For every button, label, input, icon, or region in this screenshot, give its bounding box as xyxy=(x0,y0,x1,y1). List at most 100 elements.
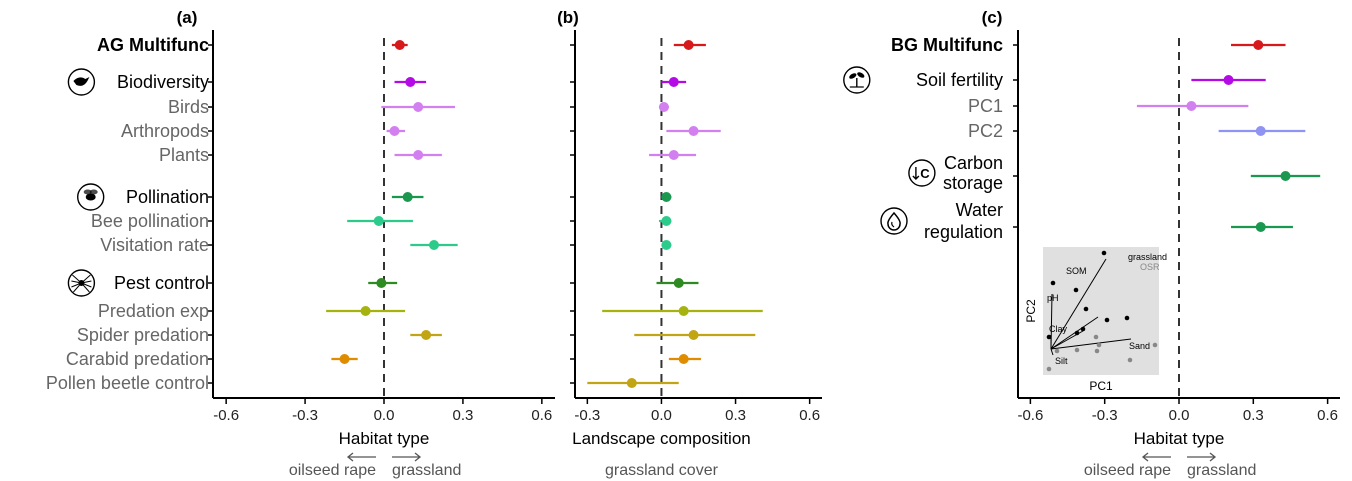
direction-left-label: oilseed rape xyxy=(1084,462,1171,479)
inset-point-grassland xyxy=(1050,280,1056,286)
row-label: Predation exp xyxy=(98,301,209,321)
row-label: Birds xyxy=(168,97,209,117)
x-tick-label: 0.6 xyxy=(1317,407,1338,424)
point-estimate xyxy=(658,102,669,112)
row-label: Carbon xyxy=(944,153,1003,173)
point-estimate xyxy=(688,126,699,136)
inset-point-grassland xyxy=(1083,306,1089,312)
carbon-letter: C xyxy=(920,166,930,181)
direction-right-label: grassland cover xyxy=(605,462,719,479)
row-label: Soil fertility xyxy=(916,70,1003,90)
inset-x-label: PC1 xyxy=(1089,379,1113,393)
inset-legend-osr: OSR xyxy=(1140,262,1160,272)
row-label: Spider predation xyxy=(77,325,209,345)
point-estimate xyxy=(668,150,679,160)
point-estimate xyxy=(373,216,384,226)
panel-label: (a) xyxy=(177,8,198,27)
spider-leg xyxy=(73,282,82,293)
panel-2: (c) -0.6 -0.3 0.0 0.3 0.6 Habitat type oilseed … xyxy=(843,8,1340,479)
water-drop-shape xyxy=(887,211,901,231)
direction-left-arrow xyxy=(1141,452,1171,462)
inset-point-osr xyxy=(1094,348,1100,354)
inset-point-grassland xyxy=(1104,317,1110,323)
inset-point-grassland xyxy=(1124,315,1130,321)
spider-leg xyxy=(72,274,82,284)
row-label: Biodiversity xyxy=(117,72,209,92)
inset-point-osr xyxy=(1054,348,1060,354)
spider-leg xyxy=(81,280,92,284)
inset-vector-label: Silt xyxy=(1055,356,1068,366)
x-tick-label: 0.0 xyxy=(374,407,395,424)
panel-label: (b) xyxy=(557,8,579,27)
carbon-icon xyxy=(908,159,936,187)
x-tick-label: 0.0 xyxy=(1169,407,1190,424)
x-tick-label: -0.6 xyxy=(213,407,239,424)
direction-right-label: grassland xyxy=(392,462,461,479)
inset-vector xyxy=(1050,316,1099,350)
row-label: Bee pollination xyxy=(91,211,209,231)
inset-vector-label: Sand xyxy=(1129,341,1150,351)
point-estimate xyxy=(1253,40,1264,50)
point-estimate xyxy=(673,278,684,288)
direction-left-arrow xyxy=(346,452,376,462)
point-estimate xyxy=(678,306,689,316)
bee-wing xyxy=(83,189,92,195)
row-label: Visitation rate xyxy=(100,235,209,255)
point-estimate xyxy=(661,216,672,226)
direction-right-arrow xyxy=(1187,452,1217,462)
spider-leg xyxy=(71,282,82,288)
point-estimate xyxy=(402,192,413,202)
point-estimate xyxy=(661,240,672,250)
point-estimate xyxy=(1255,126,1266,136)
spider-leg xyxy=(71,280,82,284)
inset-point-grassland xyxy=(1101,250,1107,256)
point-estimate xyxy=(678,354,689,364)
row-label: Plants xyxy=(159,145,209,165)
row-label: Pollination xyxy=(126,187,209,207)
point-estimate xyxy=(339,354,350,364)
bee-wing xyxy=(89,189,98,195)
spider-leg xyxy=(81,274,91,284)
panel-0: (a) -0.6 -0.3 0.0 0.3 0.6 Habitat type oilseed … xyxy=(46,8,555,479)
direction-right-label: grassland xyxy=(1187,462,1256,479)
x-tick-label: 0.6 xyxy=(531,407,552,424)
inset-point-osr xyxy=(1152,342,1158,348)
row-label: Pest control xyxy=(114,273,209,293)
x-tick-label: 0.6 xyxy=(799,407,820,424)
inset-point-osr xyxy=(1046,366,1052,372)
inset-vector xyxy=(1050,338,1132,350)
point-estimate xyxy=(1186,101,1197,111)
direction-left-label: oilseed rape xyxy=(289,462,376,479)
panel-1: (b) -0.3 0.0 0.3 0.6 Landscape composition gra… xyxy=(557,8,822,479)
point-estimate xyxy=(688,330,699,340)
point-estimate xyxy=(413,102,424,112)
point-estimate xyxy=(421,330,432,340)
inset-point-grassland xyxy=(1046,334,1052,340)
inset-point-osr xyxy=(1127,357,1133,363)
carbon-arrow xyxy=(912,167,920,180)
row-label: Pollen beetle control xyxy=(46,373,209,393)
bird-shape xyxy=(73,77,90,86)
row-label: Arthropods xyxy=(121,121,209,141)
row-label: PC1 xyxy=(968,96,1003,116)
inset-background xyxy=(1043,247,1159,375)
row-label: Carabid predation xyxy=(66,349,209,369)
inset-vector-label: SOM xyxy=(1066,266,1087,276)
inset-point-grassland xyxy=(1073,287,1079,293)
point-estimate xyxy=(1255,222,1266,232)
row-label: PC2 xyxy=(968,121,1003,141)
inset-point-grassland xyxy=(1080,326,1086,332)
point-estimate xyxy=(428,240,439,250)
inset-vector-label: pH xyxy=(1047,293,1059,303)
spider-leg xyxy=(81,282,90,293)
row-label: regulation xyxy=(924,222,1003,242)
point-estimate xyxy=(405,77,416,87)
point-estimate xyxy=(668,77,679,87)
x-tick-label: -0.3 xyxy=(1092,407,1118,424)
sprout-leaf xyxy=(857,72,865,78)
point-estimate xyxy=(413,150,424,160)
point-estimate xyxy=(394,40,405,50)
sprout-leaf xyxy=(849,73,857,79)
